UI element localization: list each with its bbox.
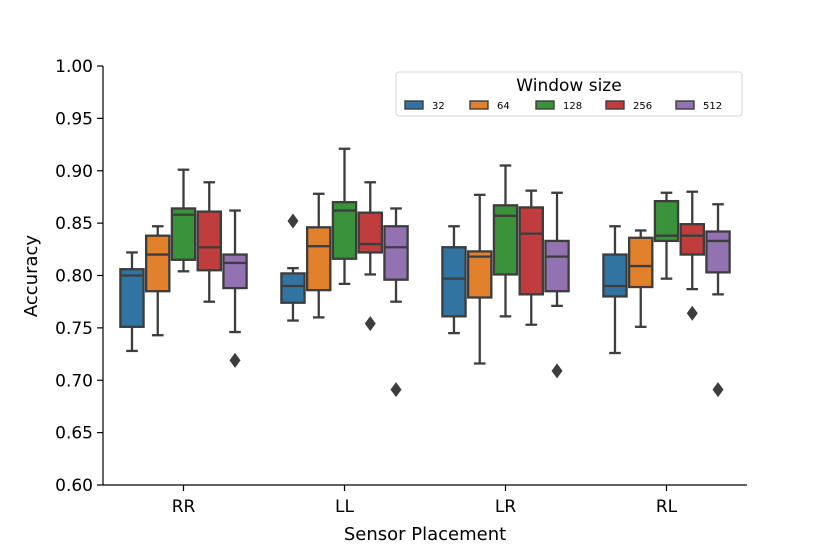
x-tick-label-rr: RR [172, 497, 196, 517]
x-tick-label-ll: LL [335, 497, 354, 517]
box-rl-32 [602, 253, 628, 298]
axes: 0.60 0.65 0.70 0.75 0.80 0.85 0.90 0.95 1.00 RR LL… [55, 57, 747, 517]
y-tick-label: 0.85 [55, 214, 93, 234]
outlier-lr-512-0 [551, 363, 563, 379]
legend-label-512: 512 [703, 101, 722, 112]
legend-title: Window size [516, 76, 621, 96]
box-lr-64 [466, 250, 493, 299]
outlier-ll-256-0 [364, 316, 376, 332]
y-tick-label: 0.75 [55, 319, 93, 339]
box-ll-64 [305, 226, 332, 292]
box-ll-32 [280, 272, 306, 304]
box-rr-128 [170, 207, 197, 261]
y-tick-label: 0.70 [55, 371, 93, 391]
legend-label-64: 64 [497, 101, 510, 112]
box-lr-512 [544, 239, 570, 293]
y-tick-label: 0.95 [55, 109, 93, 129]
legend: Window size 32 64 128 256 512 [395, 71, 743, 117]
plot-area [119, 147, 731, 398]
legend-swatch-32 [404, 100, 424, 110]
box-rr-256 [196, 210, 223, 272]
box-ll-512 [383, 225, 409, 281]
box-rl-64 [627, 236, 654, 289]
legend-label-32: 32 [432, 101, 445, 112]
x-tick-label-rl: RL [656, 497, 678, 517]
legend-swatch-64 [469, 100, 489, 110]
box-rl-256 [679, 223, 706, 256]
y-tick-label: 1.00 [55, 57, 93, 77]
legend-swatch-512 [675, 100, 695, 110]
y-axis-label: Accuracy [21, 235, 42, 318]
x-tick-label-lr: LR [495, 497, 516, 517]
outlier-ll-32-0 [287, 213, 299, 229]
box-lr-256 [518, 206, 545, 296]
legend-swatch-128 [535, 100, 555, 110]
box-lr-32 [441, 246, 467, 318]
box-rl-128 [653, 199, 680, 243]
box-rr-64 [144, 234, 171, 293]
box-rr-512 [222, 253, 248, 290]
legend-label-256: 256 [633, 101, 652, 112]
x-axis-label: Sensor Placement [344, 524, 506, 545]
box-ll-256 [357, 211, 384, 254]
outlier-rr-512-0 [229, 352, 241, 368]
legend-swatch-256 [605, 100, 625, 110]
y-tick-label: 0.60 [55, 476, 93, 496]
y-tick-label: 0.90 [55, 162, 93, 182]
y-tick-label: 0.80 [55, 267, 93, 287]
legend-label-128: 128 [563, 101, 582, 112]
outlier-rl-256-0 [686, 305, 698, 321]
box-rl-512 [705, 230, 731, 274]
outlier-ll-512-0 [390, 382, 402, 398]
outlier-rl-512-0 [712, 382, 724, 398]
y-tick-label: 0.65 [55, 424, 93, 444]
box-rr-32 [119, 268, 145, 328]
box-ll-128 [331, 201, 358, 260]
box-lr-128 [492, 204, 519, 276]
